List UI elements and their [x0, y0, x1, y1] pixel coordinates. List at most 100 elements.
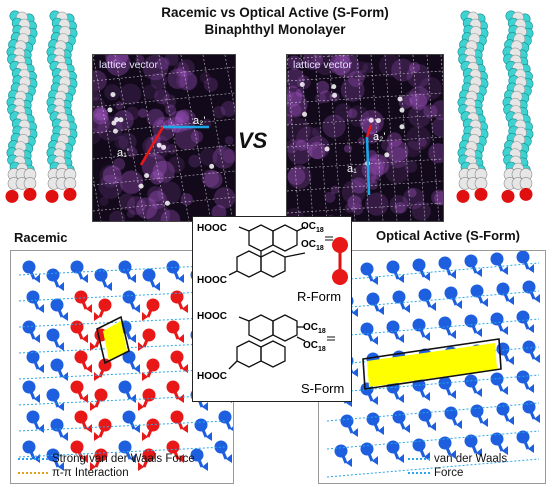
optical-molecule-tail — [456, 300, 462, 309]
right-model-core-atom — [474, 177, 488, 190]
optical-molecule-tail — [508, 416, 514, 425]
stm-left-blob — [138, 108, 148, 118]
racemic-molecule-ball — [142, 268, 156, 282]
optical-molecule-tail — [476, 448, 482, 457]
left-model-oxygen-atom — [45, 189, 59, 203]
racemic-molecule-ball — [118, 380, 132, 394]
optical-vdw-line — [326, 346, 540, 366]
racemic-molecule-ball — [118, 260, 132, 274]
stm-left-blob — [146, 108, 165, 127]
stm-right-blob — [324, 191, 336, 203]
optical-molecule-ball — [412, 258, 426, 272]
optical-molecule-tail — [476, 388, 482, 397]
racemic-molecule-ball — [122, 350, 136, 364]
stm-left-blob — [204, 170, 223, 189]
racemic-molecule-ball — [26, 290, 40, 304]
stm-right-blob — [319, 90, 332, 103]
optical-molecule-tail — [372, 336, 378, 345]
optical-molecule-ball — [360, 262, 374, 276]
s-hooc-top: HOOC — [197, 311, 227, 322]
optical-molecule-tail — [372, 396, 378, 405]
optical-molecule-ball — [438, 256, 452, 270]
stm-left-blob — [162, 94, 177, 109]
optical-molecule-ball — [366, 292, 380, 306]
racemic-molecule-ball — [218, 410, 232, 424]
stm-right-blob — [287, 91, 308, 118]
racemic-molecule-tail — [134, 424, 140, 433]
racemic-molecule-ball — [146, 418, 160, 432]
racemic-unit-cell-highlight — [103, 321, 127, 361]
lattice-vector-a2-right — [365, 124, 373, 138]
stm-image-right: lattice vector a₁ a₂' — [286, 54, 444, 222]
racemic-molecule-tail — [86, 304, 92, 313]
stm-left-bright-spot — [161, 144, 167, 150]
racemic-molecule-tail — [134, 364, 140, 373]
stm-left-blob — [156, 119, 165, 128]
optical-molecule-tail — [352, 428, 358, 437]
stm-right-blob — [411, 201, 431, 221]
optical-molecule-ball — [490, 372, 504, 386]
left-model-core-atom — [23, 177, 37, 190]
legend-vdw-second-line: Force — [408, 466, 507, 480]
stm-right-bright-spot — [397, 96, 403, 102]
r-hooc-top: HOOC — [197, 223, 227, 234]
racemic-molecule-ball — [22, 440, 36, 454]
chemical-structures: HOOC HOOC OC18 OC18 R-Form HOOC HOOC OC1… — [197, 221, 348, 396]
racemic-molecule-ball — [166, 380, 180, 394]
racemic-molecule-tail — [38, 364, 44, 373]
stm-left-blob — [150, 170, 165, 185]
stm-left-blob — [93, 127, 102, 144]
stm-left-blob — [150, 72, 168, 90]
optical-molecule-tail — [352, 368, 358, 377]
racemic-molecule-ball — [26, 350, 40, 364]
vector-label-a1-right: a₁ — [347, 163, 357, 175]
racemic-molecule-tail — [178, 454, 184, 463]
stm-right-blob — [431, 117, 443, 138]
optical-molecule-ball — [516, 251, 530, 264]
racemic-molecule-tail — [130, 394, 136, 403]
right-model-oxygen-atom — [456, 189, 470, 203]
stm-left-blob — [164, 55, 179, 66]
optical-molecule-tail — [450, 390, 456, 399]
stm-right-blob — [295, 88, 305, 97]
stm-left-blob — [93, 96, 106, 116]
racemic-molecule-tail — [178, 394, 184, 403]
optical-molecule-ball — [516, 310, 530, 324]
legend-pipi-line — [18, 472, 48, 474]
r-form-icon-ball-bottom — [332, 269, 348, 285]
racemic-molecule-ball — [98, 418, 112, 432]
optical-molecule-tail — [352, 308, 358, 317]
racemic-molecule-tail — [94, 432, 100, 441]
stm-right-blob — [347, 105, 369, 127]
stm-left-blob — [113, 158, 126, 171]
racemic-molecule-ball — [194, 418, 208, 432]
optical-molecule-tail — [424, 272, 430, 281]
stm-left-bright-spot — [114, 117, 120, 123]
legend-left: Strong van der Waals Force π-π Interacti… — [18, 452, 195, 480]
optical-vdw-line — [326, 318, 540, 338]
stm-right-blob — [368, 180, 378, 190]
racemic-molecule-tail — [34, 394, 40, 403]
racemic-molecule-ball — [94, 268, 108, 282]
racemic-molecule-ball — [74, 350, 88, 364]
legend-vdw-line-right-2 — [408, 472, 430, 474]
chemical-structure-box: HOOC HOOC OC18 OC18 R-Form HOOC HOOC OC1… — [192, 216, 352, 402]
racemic-molecule-ball — [74, 410, 88, 424]
stm-left-blob — [113, 110, 134, 131]
stm-left-blob — [203, 77, 218, 92]
stm-left-grid-line — [180, 55, 212, 221]
lattice-vector-label-right: lattice vector — [293, 59, 352, 71]
racemic-molecule-ball — [74, 290, 88, 304]
stm-right-blob — [348, 70, 365, 88]
left-model-oxygen-atom — [5, 189, 19, 203]
optical-molecule-tail — [404, 304, 410, 313]
racemic-label: Racemic — [14, 230, 68, 245]
stm-right-blob — [370, 174, 379, 184]
stm-right-blob — [408, 61, 421, 74]
optical-molecule-tail — [502, 266, 508, 275]
space-filling-model-right — [456, 10, 534, 203]
stm-left-blob — [174, 109, 197, 131]
racemic-molecule-tail — [86, 364, 92, 373]
stm-image-left: lattice vector a₁' a₂' — [92, 54, 236, 222]
racemic-molecule-ball — [142, 328, 156, 342]
